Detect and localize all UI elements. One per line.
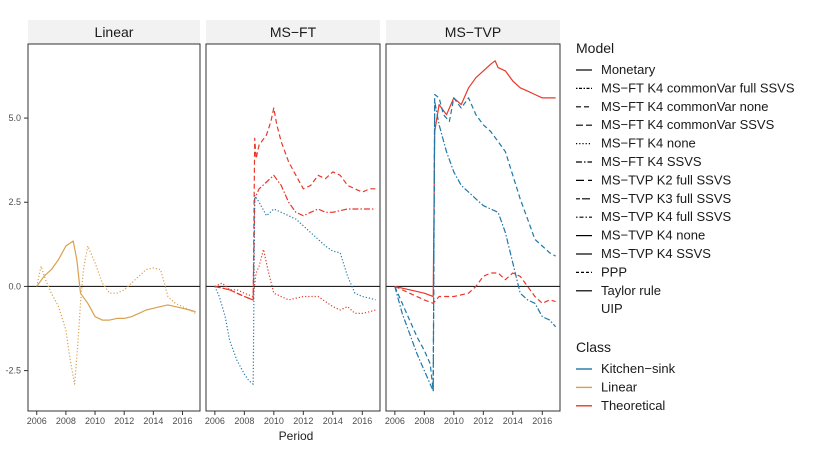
- legend-label-model: MS−FT K4 SSVS: [601, 154, 702, 169]
- plot-area: [27, 43, 201, 412]
- series-line-theoretical-2: [214, 174, 376, 301]
- legend-title-model: Model: [576, 40, 614, 56]
- legend-label-model: PPP: [601, 264, 627, 279]
- legend-label-class: Theoretical: [601, 398, 665, 413]
- x-axis-label: Period: [279, 429, 314, 443]
- x-tick-label: 2006: [27, 416, 47, 426]
- legend-label-model: MS−TVP K4 none: [601, 228, 705, 243]
- x-tick-label: 2008: [414, 416, 434, 426]
- facet-panel-3: MS−TVP: [385, 20, 561, 412]
- x-tick-label: 2012: [114, 416, 134, 426]
- x-tick-label: 2012: [473, 416, 493, 426]
- facet-strip: [386, 20, 560, 44]
- x-tick-label: 2012: [293, 416, 313, 426]
- x-tick-label: 2010: [85, 416, 105, 426]
- series-line-theoretical-4: [394, 272, 556, 304]
- x-tick-label: 2010: [444, 416, 464, 426]
- legend-label-model: MS−FT K4 commonVar SSVS: [601, 117, 775, 132]
- x-tick-label: 2014: [323, 416, 343, 426]
- chart-axes: 2006 2008 2010 2012 2014 2016 2006 2008 2010 2012…: [5, 113, 552, 426]
- series-line-linear-2: [36, 245, 196, 385]
- facet-title: MS−FT: [270, 24, 317, 40]
- legend-label-model: MS−FT K4 commonVar none: [601, 99, 769, 114]
- facet-title: MS−TVP: [445, 24, 501, 40]
- x-tick-label: 2016: [172, 416, 192, 426]
- series-line-theoretical-1: [214, 107, 376, 301]
- facet-title: Linear: [95, 24, 134, 40]
- x-tick-label: 2008: [234, 416, 254, 426]
- series-line-kitchen-sink-2: [394, 93, 556, 392]
- legend-label-model: MS−TVP K3 full SSVS: [601, 191, 732, 206]
- y-tick-label: -2.5: [5, 366, 21, 376]
- legend-label-model: MS−TVP K4 full SSVS: [601, 209, 732, 224]
- x-tick-label: 2008: [56, 416, 76, 426]
- legend-label-class: Kitchen−sink: [601, 361, 676, 376]
- x-tick-label: 2010: [264, 416, 284, 426]
- plot-area: [205, 43, 381, 412]
- legend-label-model: MS−TVP K4 SSVS: [601, 246, 711, 261]
- legend-label-class: Linear: [601, 379, 638, 394]
- legend-title-class: Class: [576, 339, 611, 355]
- plot-area: [385, 43, 561, 412]
- x-tick-label: 2006: [205, 416, 225, 426]
- legend-label-model: MS−FT K4 commonVar full SSVS: [601, 80, 795, 95]
- legend-label-model: MS−FT K4 none: [601, 136, 696, 151]
- facet-strip: [206, 20, 380, 44]
- y-tick-label: 5.0: [8, 113, 21, 123]
- facet-panel-1: Linear: [27, 20, 201, 412]
- legend: Model Monetary MS−FT K4 commonVar full SSV…: [576, 40, 795, 413]
- x-tick-label: 2014: [143, 416, 163, 426]
- series-line-kitchen-sink-3: [214, 194, 376, 385]
- series-line-linear-1: [36, 240, 196, 321]
- legend-label-model: Monetary: [601, 62, 656, 77]
- facet-strip: [28, 20, 200, 44]
- legend-label-model: UIP: [601, 301, 623, 316]
- legend-label-model: MS−TVP K2 full SSVS: [601, 172, 732, 187]
- x-tick-label: 2014: [503, 416, 523, 426]
- x-tick-label: 2016: [352, 416, 372, 426]
- y-tick-label: 0.0: [8, 281, 21, 291]
- legend-label-model: Taylor rule: [601, 283, 661, 298]
- series-line-kitchen-sink-3: [394, 100, 557, 392]
- x-tick-label: 2006: [385, 416, 405, 426]
- y-tick-label: 2.5: [8, 197, 21, 207]
- x-tick-label: 2016: [532, 416, 552, 426]
- facet-panel-2: MS−FT: [205, 20, 381, 412]
- chart-panels: Linear MS−FT MS−TVP: [27, 20, 561, 412]
